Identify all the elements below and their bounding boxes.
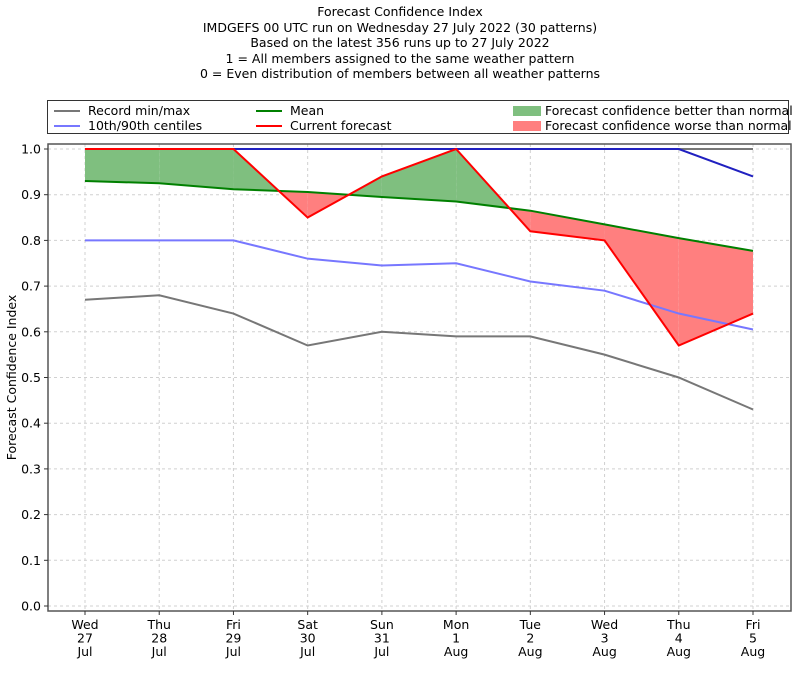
fill-better-than-normal	[85, 149, 160, 184]
y-tick-label: 0.5	[21, 370, 41, 385]
legend: Record min/max 10th/90th centiles Mean C…	[47, 100, 793, 134]
legend-patch-swatch	[513, 120, 541, 131]
fill-worse-than-normal	[509, 208, 531, 232]
x-tick-label: Fri	[746, 617, 761, 632]
legend-line-swatch	[54, 109, 80, 112]
x-tick-label: 2	[526, 631, 534, 646]
x-tick-label: 3	[601, 631, 609, 646]
x-tick-label: Wed	[591, 617, 618, 632]
legend-label: Mean	[290, 103, 325, 118]
legend-patch-swatch	[513, 105, 541, 116]
y-tick-label: 0.4	[21, 416, 41, 431]
x-tick-label: 28	[151, 631, 167, 646]
x-tick-label: 27	[77, 631, 93, 646]
fill-better-than-normal	[381, 149, 457, 202]
x-tick-label: Aug	[518, 644, 542, 659]
legend-label: Forecast confidence better than normal	[545, 103, 793, 118]
x-tick-label: Jul	[151, 644, 167, 659]
title-line: Forecast Confidence Index	[317, 4, 483, 19]
legend-item-current: Current forecast	[256, 118, 391, 133]
legend-line-swatch	[256, 124, 282, 127]
legend-label: Record min/max	[88, 103, 191, 118]
y-tick-label: 0.8	[21, 233, 41, 248]
x-tick-label: 1	[452, 631, 460, 646]
y-tick-label: 0.9	[21, 187, 41, 202]
x-tick-label: Aug	[592, 644, 616, 659]
legend-item-better: Forecast confidence better than normal	[513, 103, 793, 118]
legend-item-centiles: 10th/90th centiles	[54, 118, 202, 133]
legend-label: Forecast confidence worse than normal	[545, 118, 792, 133]
legend-item-worse: Forecast confidence worse than normal	[513, 118, 792, 133]
y-tick-label: 0.6	[21, 324, 41, 339]
legend-label: 10th/90th centiles	[88, 118, 203, 133]
subtitle-line: 0 = Even distribution of members between…	[199, 66, 601, 82]
subtitle-line: IMDGEFS 00 UTC run on Wednesday 27 July …	[202, 19, 598, 35]
x-tick-label: 30	[300, 631, 316, 646]
x-tick-label: 5	[749, 631, 757, 646]
x-tick-label: Aug	[667, 644, 691, 659]
x-tick-label: Aug	[444, 644, 468, 659]
x-tick-label: Jul	[76, 644, 92, 659]
x-tick-label: 4	[675, 631, 683, 646]
y-tick-label: 0.7	[21, 279, 41, 294]
x-tick-label: Jul	[225, 644, 241, 659]
x-tick-label: 31	[374, 631, 390, 646]
legend-line-swatch	[256, 109, 282, 112]
series-line-record-min	[84, 294, 754, 411]
legend-label: Current forecast	[290, 118, 392, 133]
x-tick-label: Sun	[370, 617, 394, 632]
series-line-10th-centile	[85, 239, 754, 331]
legend-line-swatch	[54, 124, 80, 127]
x-tick-label: Jul	[373, 644, 389, 659]
fill-worse-than-normal	[604, 224, 679, 346]
legend-item-mean: Mean	[256, 103, 324, 118]
x-tick-label: Wed	[71, 617, 98, 632]
fill-worse-than-normal	[678, 238, 753, 346]
y-tick-label: 0.3	[21, 461, 41, 476]
fill-better-than-normal	[159, 149, 234, 190]
x-tick-label: Thu	[146, 617, 170, 632]
y-tick-label: 0.0	[21, 599, 41, 614]
x-tick-label: Thu	[666, 617, 690, 632]
legend-item-record: Record min/max	[54, 103, 190, 118]
subtitle-line: 1 = All members assigned to the same wea…	[225, 50, 575, 66]
x-tick-label: Mon	[443, 617, 469, 632]
series-line-mean	[84, 179, 754, 252]
x-tick-label: Fri	[226, 617, 241, 632]
y-tick-label: 0.1	[21, 553, 41, 568]
x-tick-label: 29	[225, 631, 241, 646]
chart-title: Forecast Confidence Index IMDGEFS 00 UTC…	[0, 4, 800, 82]
y-tick-label: 1.0	[21, 142, 41, 157]
x-tick-label: Aug	[741, 644, 765, 659]
x-tick-label: Jul	[299, 644, 315, 659]
y-tick-label: 0.2	[21, 507, 41, 522]
y-axis-label: Forecast Confidence Index	[4, 295, 19, 461]
x-tick-label: Sat	[297, 617, 318, 632]
subtitle-line: Based on the latest 356 runs up to 27 Ju…	[250, 35, 550, 51]
x-tick-label: Tue	[519, 617, 542, 632]
series-line-current-forecast	[85, 147, 754, 347]
